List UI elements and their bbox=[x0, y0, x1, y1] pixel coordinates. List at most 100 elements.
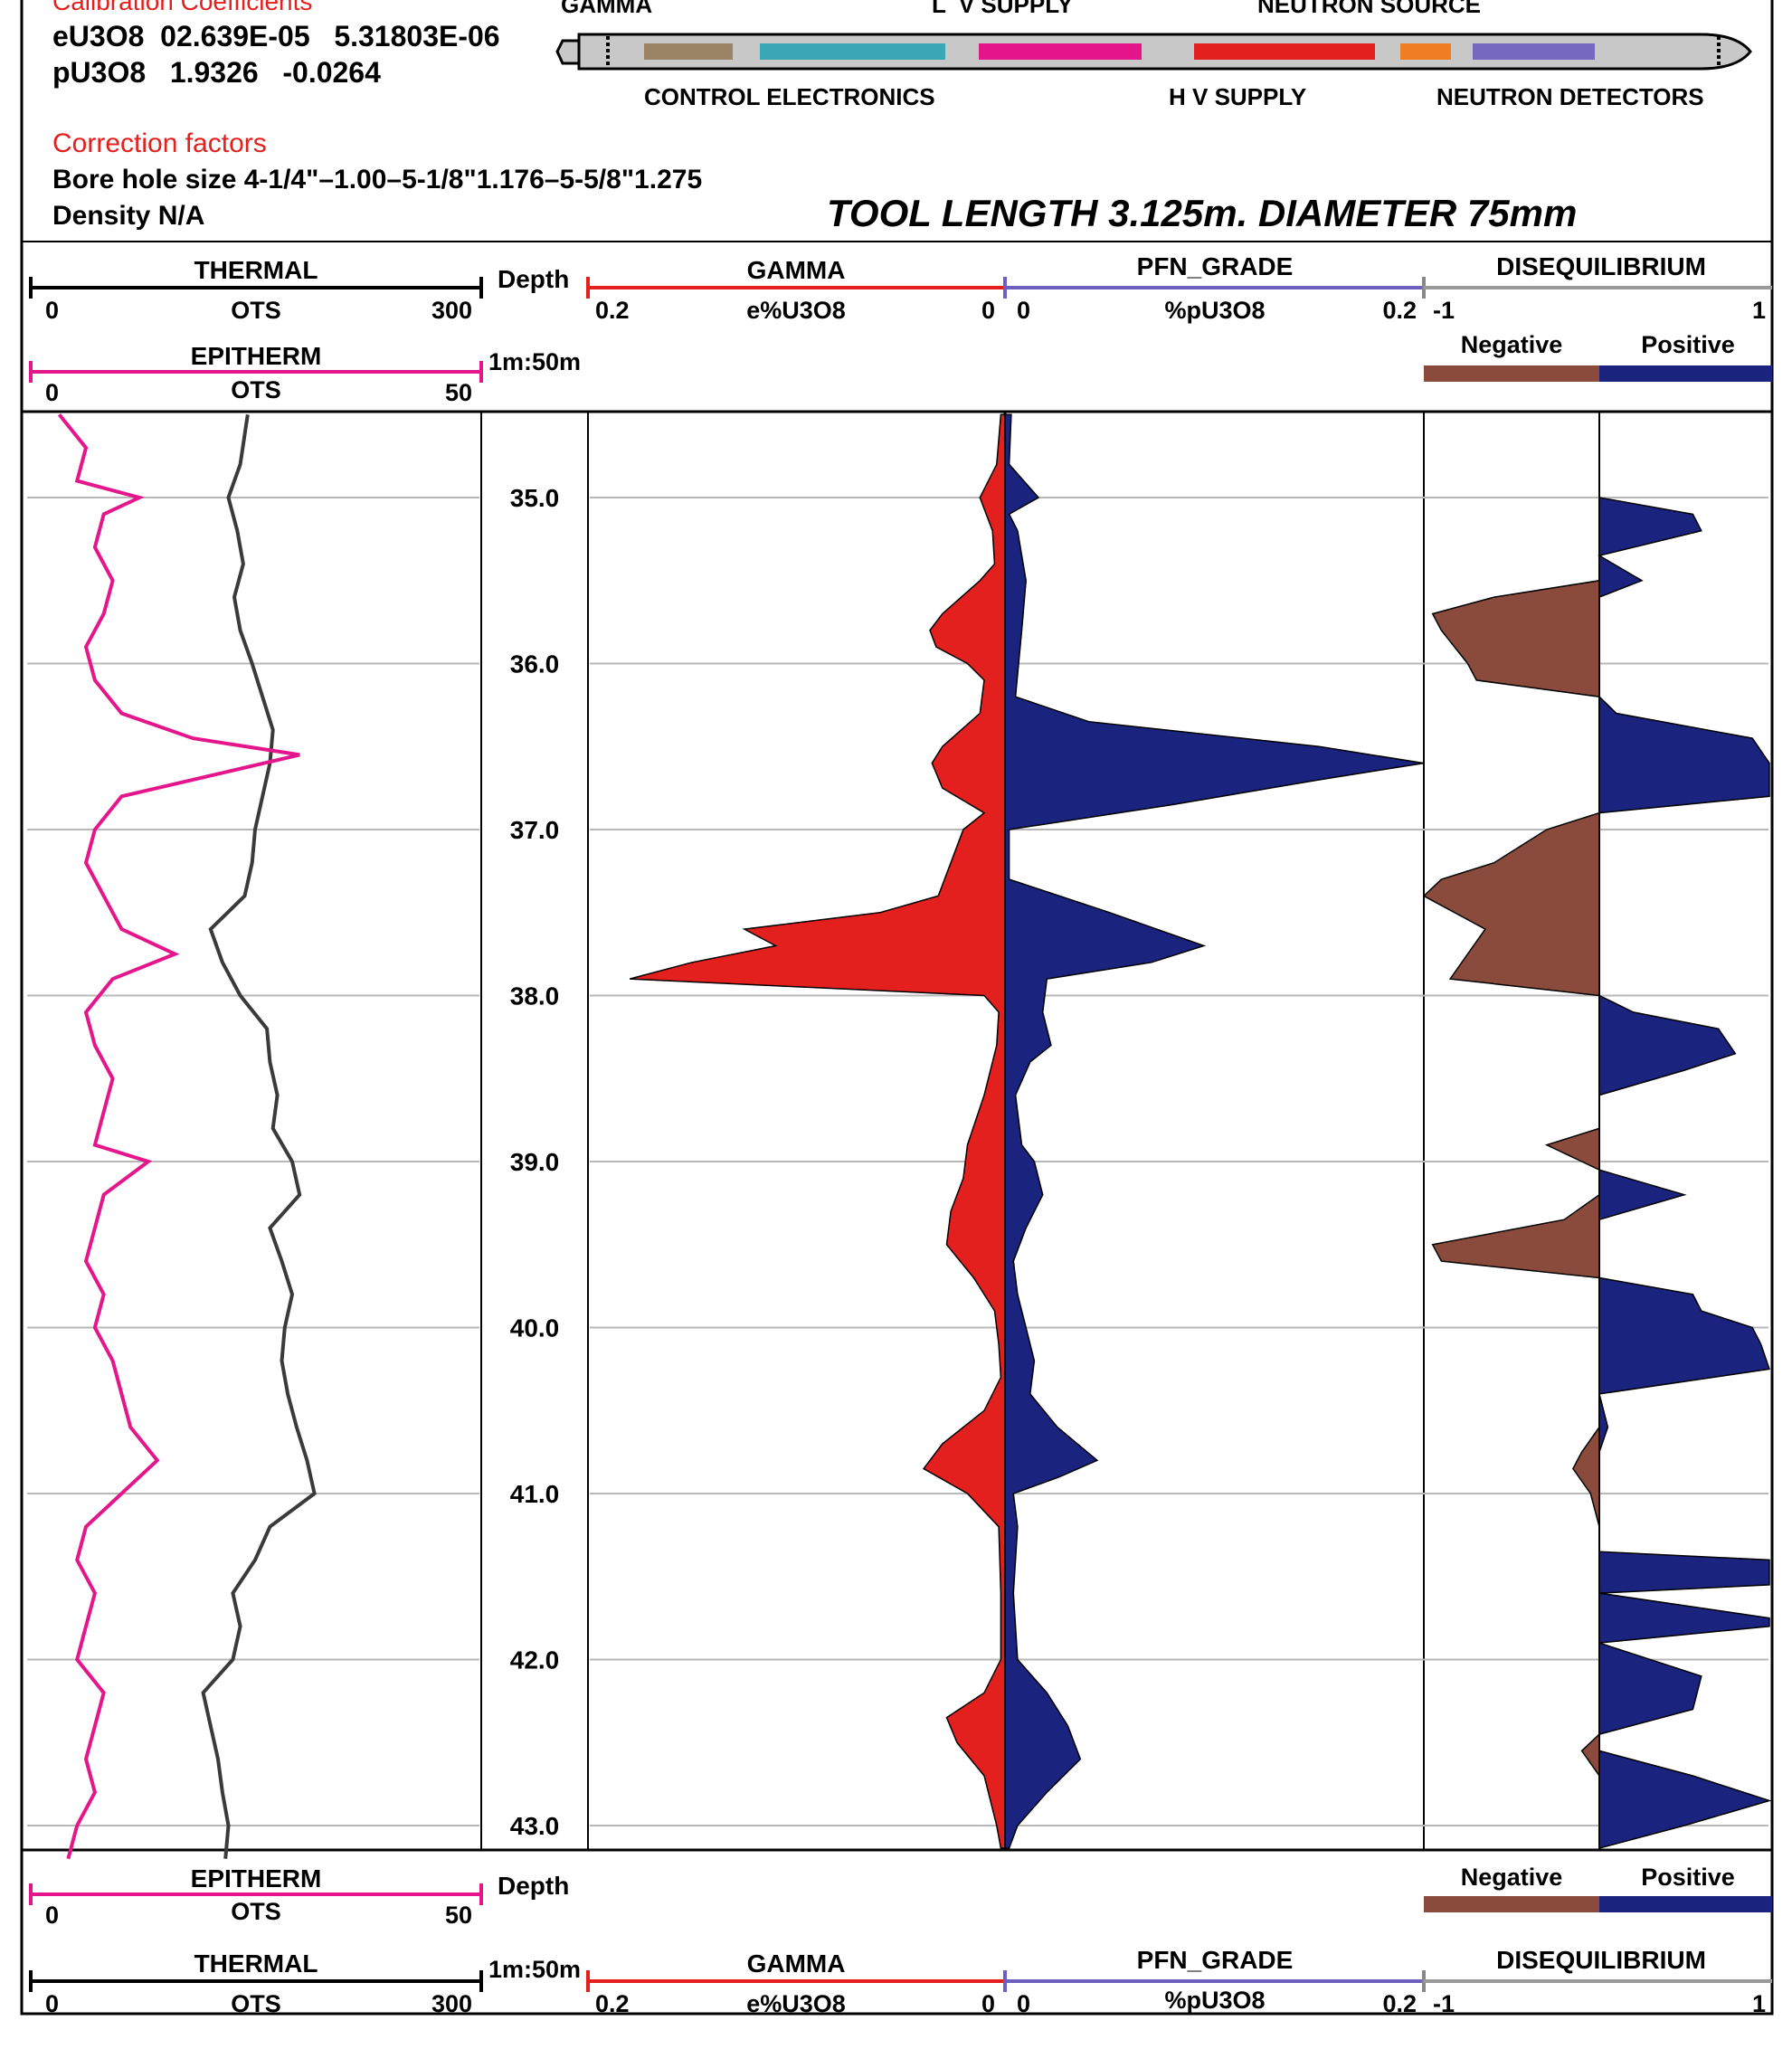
pfn-footer-right: 0.2 bbox=[1382, 1990, 1417, 2017]
thermal-unit: OTS bbox=[231, 297, 281, 324]
diseq-positive-swatch bbox=[1599, 365, 1772, 382]
thermal-name: THERMAL bbox=[194, 256, 318, 284]
tool-dot bbox=[606, 36, 610, 40]
tool-label-lv-supply: L V SUPPLY bbox=[932, 0, 1074, 18]
tool-segment bbox=[760, 43, 945, 60]
density: Density N/A bbox=[52, 201, 205, 231]
tool-label-control-electronics: CONTROL ELECTRONICS bbox=[644, 83, 935, 110]
tool-diagram bbox=[555, 33, 1752, 71]
tool-dot bbox=[606, 43, 610, 46]
gamma-unit: e%U3O8 bbox=[746, 297, 846, 324]
tool-segments bbox=[606, 36, 1721, 65]
tool-dot bbox=[1717, 43, 1721, 46]
depth-tick-label: 38.0 bbox=[510, 982, 560, 1010]
track-borders bbox=[480, 412, 1600, 1850]
thermal-footer-name: THERMAL bbox=[194, 1949, 318, 1978]
correction-heading: Correction factors bbox=[52, 128, 267, 158]
gamma-footer-unit: e%U3O8 bbox=[746, 1990, 846, 2017]
gamma-footer-left: 0.2 bbox=[595, 1990, 630, 2017]
gamma-name: GAMMA bbox=[747, 256, 846, 284]
depth-footer-scale: 1m:50m bbox=[488, 1956, 581, 1983]
diseq-positive-label: Positive bbox=[1641, 331, 1735, 358]
thermal-footer-min: 0 bbox=[45, 1990, 59, 2017]
tool-label-neutron-source: NEUTRON SOURCE bbox=[1257, 0, 1482, 18]
diseq-footer-negative-swatch bbox=[1424, 1896, 1599, 1912]
tool-segment bbox=[644, 43, 733, 60]
diseq-negative-label: Negative bbox=[1461, 331, 1563, 358]
page-frame bbox=[20, 0, 1774, 2016]
diseq-positive-area bbox=[1598, 414, 1772, 1849]
tool-segment bbox=[1473, 43, 1595, 60]
tool-dot bbox=[606, 55, 610, 59]
depth-gridlines bbox=[27, 497, 1768, 1826]
tool-length-label: TOOL LENGTH 3.125m. DIAMETER 75mm bbox=[827, 192, 1578, 234]
thermal-min: 0 bbox=[45, 297, 59, 324]
tool-segment bbox=[979, 43, 1142, 60]
diseq-footer-negative: Negative bbox=[1461, 1864, 1563, 1891]
pfn-right: 0.2 bbox=[1382, 297, 1417, 324]
tool-dot bbox=[1717, 55, 1721, 59]
depth-footer-label: Depth bbox=[498, 1872, 569, 1900]
calibration-heading: Calibration Coefficients bbox=[52, 0, 313, 15]
calibration-pu3o8: pU3O8 1.9326 -0.0264 bbox=[52, 56, 381, 89]
pfn-area bbox=[1004, 413, 1425, 1849]
thermal-footer-max: 300 bbox=[431, 1990, 472, 2017]
tool-label-neutron-detectors: NEUTRON DETECTORS bbox=[1436, 83, 1704, 110]
tool-body bbox=[577, 33, 1752, 71]
depth-tick-label: 42.0 bbox=[510, 1646, 560, 1674]
tool-dot bbox=[606, 62, 610, 65]
pfn-unit: %pU3O8 bbox=[1164, 297, 1265, 324]
depth-tick-label: 41.0 bbox=[510, 1480, 560, 1508]
tool-dot bbox=[606, 49, 610, 52]
epitherm-max: 50 bbox=[445, 379, 472, 406]
tool-dot bbox=[1717, 36, 1721, 40]
gamma-footer-right: 0 bbox=[981, 1990, 995, 2017]
tool-nose bbox=[555, 39, 581, 65]
epitherm-footer-unit: OTS bbox=[231, 1898, 281, 1925]
thermal-footer-unit: OTS bbox=[231, 1990, 281, 2017]
diseq-footer-positive: Positive bbox=[1641, 1864, 1735, 1891]
pfn-footer-name: PFN_GRADE bbox=[1137, 1946, 1294, 1974]
tool-dot bbox=[1717, 49, 1721, 52]
epitherm-footer-name: EPITHERM bbox=[191, 1864, 322, 1892]
depth-tick-label: 35.0 bbox=[510, 484, 560, 512]
tool-label-hv-supply: H V SUPPLY bbox=[1169, 83, 1307, 110]
pfn-name: PFN_GRADE bbox=[1137, 252, 1294, 280]
epitherm-curve bbox=[57, 413, 300, 1860]
pfn-footer-left: 0 bbox=[1017, 1990, 1030, 2017]
diseq-name: DISEQUILIBRIUM bbox=[1496, 252, 1706, 280]
epitherm-unit: OTS bbox=[231, 376, 281, 403]
diseq-left: -1 bbox=[1433, 297, 1455, 324]
depth-tick-label: 37.0 bbox=[510, 816, 560, 844]
thermal-max: 300 bbox=[431, 297, 472, 324]
tool-dot bbox=[1717, 62, 1721, 65]
thermal-curve bbox=[201, 414, 317, 1859]
gamma-area bbox=[629, 413, 1006, 1849]
diseq-footer-positive-swatch bbox=[1599, 1896, 1772, 1912]
depth-tick-label: 36.0 bbox=[510, 650, 560, 678]
depth-tick-label: 40.0 bbox=[510, 1314, 560, 1342]
epitherm-footer-min: 0 bbox=[45, 1902, 59, 1929]
epitherm-name: EPITHERM bbox=[191, 342, 322, 370]
diseq-negative-area bbox=[1422, 414, 1600, 1848]
depth-header-label: Depth bbox=[498, 265, 569, 293]
tool-segment bbox=[1400, 43, 1451, 60]
diseq-negative-swatch bbox=[1424, 365, 1599, 382]
epitherm-footer-max: 50 bbox=[445, 1902, 472, 1929]
diseq-footer-right: 1 bbox=[1752, 1990, 1766, 2017]
diseq-footer-left: -1 bbox=[1433, 1990, 1455, 2017]
scale-bars: THERMAL 0 OTS 300 EPITHERM 0 OTS 50 Depth 1m:50m G… bbox=[29, 252, 1772, 2017]
epitherm-min: 0 bbox=[45, 379, 59, 406]
depth-tick-label: 43.0 bbox=[510, 1812, 560, 1840]
tool-segment bbox=[1194, 43, 1375, 60]
curves-layer bbox=[57, 413, 1772, 1860]
pfn-left: 0 bbox=[1017, 297, 1030, 324]
diseq-right: 1 bbox=[1752, 297, 1766, 324]
depth-scale-label: 1m:50m bbox=[488, 348, 581, 375]
gamma-footer-name: GAMMA bbox=[747, 1949, 846, 1978]
diseq-footer-name: DISEQUILIBRIUM bbox=[1496, 1946, 1706, 1974]
pfn-footer-unit: %pU3O8 bbox=[1164, 1987, 1265, 2014]
depth-tick-labels: 35.0 36.0 37.0 38.0 39.0 40.0 41.0 42.0 43.0 bbox=[510, 484, 560, 1840]
tool-label-gamma: GAMMA bbox=[561, 0, 653, 18]
